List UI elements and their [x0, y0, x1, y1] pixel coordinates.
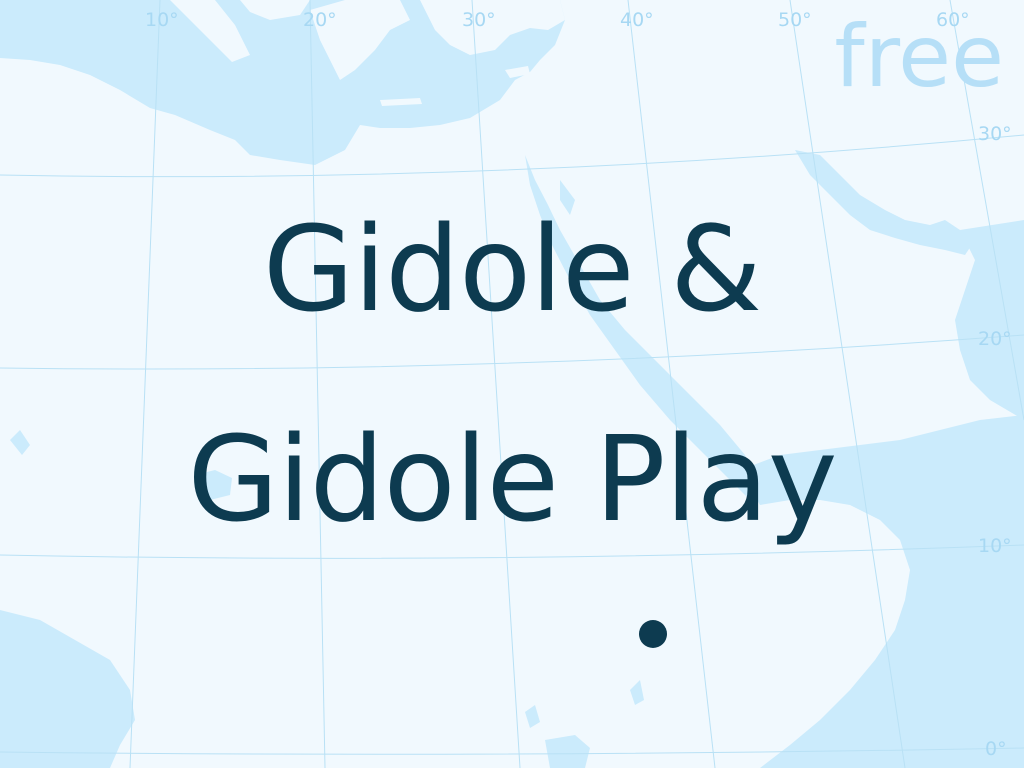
parallel-30: [0, 134, 1024, 178]
lat-label-10: 10°: [978, 535, 1012, 557]
asia-minor: [420, 0, 565, 55]
arabian-sea: [955, 220, 1024, 420]
lon-label-10: 10°: [145, 9, 179, 31]
title-line-1: Gidole &: [262, 200, 762, 338]
lon-label-30: 30°: [462, 9, 496, 31]
parallel-0: [0, 747, 1024, 755]
meridian-10: [129, 0, 161, 768]
lon-label-50: 50°: [778, 9, 812, 31]
meridian-30: [471, 0, 521, 768]
persian-gulf: [795, 150, 975, 255]
greek-peninsula: [310, 0, 410, 80]
meridian-40: [627, 0, 716, 768]
crete: [380, 98, 422, 106]
meridian-60: [949, 0, 1024, 421]
lake-small-2: [630, 680, 644, 705]
lat-label-20: 20°: [978, 328, 1012, 350]
meridian-50: [789, 0, 906, 768]
lon-label-60: 60°: [936, 9, 970, 31]
red-sea: [525, 155, 760, 500]
parallel-20: [0, 334, 1024, 370]
meridian-20: [309, 0, 326, 768]
free-badge: free: [834, 7, 1004, 107]
location-dot: [639, 620, 667, 648]
parallel-10: [0, 544, 1024, 559]
black-sea-edge: [240, 0, 310, 20]
river-nile-upper: [10, 430, 30, 455]
gulf-of-aqaba: [560, 180, 575, 215]
longitude-labels: 10° 20° 30° 40° 50° 60°: [145, 9, 970, 31]
lon-label-20: 20°: [303, 9, 337, 31]
lake-victoria: [545, 735, 590, 768]
mediterranean-sea: [0, 0, 565, 165]
latitude-labels: 30° 20° 10° 0°: [978, 123, 1012, 760]
cyprus: [505, 66, 530, 78]
gulf-of-aden: [740, 415, 1024, 768]
lat-label-30: 30°: [978, 123, 1012, 145]
lon-label-40: 40°: [620, 9, 654, 31]
italy-peninsula: [170, 0, 250, 62]
lat-label-0: 0°: [985, 738, 1007, 760]
lake-small-1: [525, 705, 540, 728]
atlantic-gulf-of-guinea: [0, 610, 135, 768]
lake-chad: [195, 470, 232, 500]
title-line-2: Gidole Play: [187, 410, 837, 548]
